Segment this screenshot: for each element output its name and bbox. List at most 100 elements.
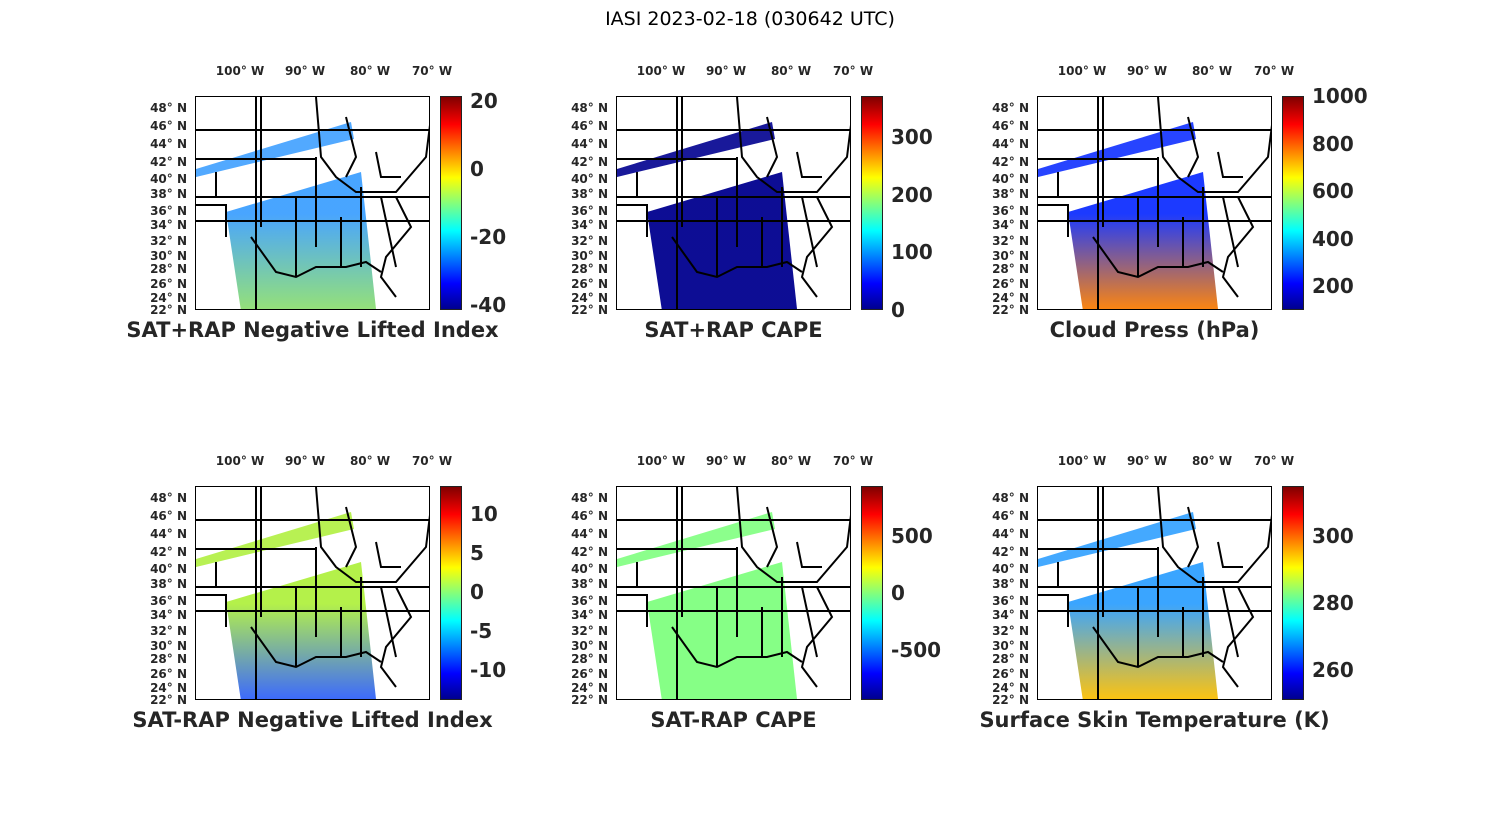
- latitude-label: 34° N: [150, 218, 187, 232]
- latitude-label: 44° N: [571, 527, 608, 541]
- longitude-label: 80° W: [1191, 454, 1233, 468]
- longitude-label: 80° W: [770, 454, 812, 468]
- panel-title: SAT-RAP Negative Lifted Index: [132, 708, 493, 732]
- map-plot-area: [195, 96, 430, 310]
- panel-title: SAT+RAP Negative Lifted Index: [126, 318, 499, 342]
- colorbar-tick-label: 5: [470, 541, 484, 566]
- satellite-swath-main: [1068, 562, 1218, 699]
- latitude-label: 24° N: [150, 681, 187, 695]
- latitude-label: 46° N: [571, 509, 608, 523]
- longitude-label: 80° W: [1191, 64, 1233, 78]
- latitude-label: 38° N: [992, 187, 1029, 201]
- latitude-label: 22° N: [571, 693, 608, 707]
- colorbar-tick-label: -10: [470, 658, 507, 683]
- latitude-label: 46° N: [992, 509, 1029, 523]
- latitude-label: 28° N: [992, 652, 1029, 666]
- latitude-label: 34° N: [992, 608, 1029, 622]
- latitude-label: 26° N: [150, 277, 187, 291]
- latitude-label: 28° N: [571, 262, 608, 276]
- colorbar: [861, 96, 883, 310]
- map-plot-area: [1037, 486, 1272, 700]
- satellite-swath-main: [647, 562, 797, 699]
- satellite-swath-north: [196, 122, 354, 177]
- colorbar-tick-label: 0: [470, 157, 484, 182]
- longitude-label: 90° W: [705, 64, 747, 78]
- colorbar-tick-label: 300: [891, 124, 933, 149]
- colorbar-tick-label: -20: [470, 224, 507, 249]
- longitude-label: 100° W: [636, 64, 686, 78]
- map-panel: 100° W 90° W 80° W 70° W 48° N 46° N 44° N 42° …: [571, 454, 976, 746]
- latitude-label: 38° N: [992, 577, 1029, 591]
- colorbar: [1282, 96, 1304, 310]
- panel-title: SAT-RAP CAPE: [650, 708, 817, 732]
- longitude-label: 70° W: [1253, 454, 1295, 468]
- latitude-label: 26° N: [571, 667, 608, 681]
- colorbar-tick-label: 10: [470, 502, 498, 527]
- latitude-label: 40° N: [992, 172, 1029, 186]
- map-panel: 100° W 90° W 80° W 70° W 48° N 46° N 44° N 42° …: [132, 454, 555, 746]
- longitude-label: 90° W: [1126, 64, 1168, 78]
- latitude-label: 48° N: [571, 491, 608, 505]
- satellite-swath-north: [617, 512, 775, 567]
- colorbar-tick-label: 20: [470, 89, 498, 114]
- latitude-label: 40° N: [571, 172, 608, 186]
- colorbar-tick-label: 500: [891, 524, 933, 549]
- latitude-label: 40° N: [150, 562, 187, 576]
- satellite-swath-main: [647, 172, 797, 309]
- state-borders: [617, 487, 850, 699]
- longitude-label: 90° W: [284, 64, 326, 78]
- map-panel: 100° W 90° W 80° W 70° W 48° N 46° N 44° N 42° …: [992, 64, 1397, 356]
- map-plot-area: [616, 486, 851, 700]
- longitude-label: 90° W: [705, 454, 747, 468]
- latitude-label: 30° N: [992, 639, 1029, 653]
- latitude-label: 32° N: [150, 624, 187, 638]
- colorbar-tick-label: 600: [1312, 179, 1354, 203]
- latitude-label: 26° N: [150, 667, 187, 681]
- colorbar: [440, 486, 462, 700]
- satellite-swath-north: [1038, 512, 1196, 567]
- colorbar: [861, 486, 883, 700]
- latitude-label: 36° N: [992, 204, 1029, 218]
- map-plot-area: [195, 486, 430, 700]
- latitude-label: 48° N: [992, 101, 1029, 115]
- latitude-label: 36° N: [571, 594, 608, 608]
- latitude-label: 30° N: [571, 639, 608, 653]
- colorbar: [440, 96, 462, 310]
- latitude-label: 36° N: [150, 594, 187, 608]
- latitude-label: 26° N: [571, 277, 608, 291]
- latitude-label: 42° N: [992, 545, 1029, 559]
- colorbar-tick-label: -5: [470, 619, 493, 644]
- longitude-label: 80° W: [349, 454, 391, 468]
- latitude-label: 28° N: [150, 652, 187, 666]
- latitude-label: 38° N: [150, 187, 187, 201]
- latitude-label: 40° N: [150, 172, 187, 186]
- state-borders: [1038, 97, 1271, 309]
- latitude-label: 30° N: [150, 249, 187, 263]
- colorbar-tick-label: 280: [1312, 591, 1354, 616]
- latitude-label: 26° N: [992, 277, 1029, 291]
- longitude-label: 70° W: [1253, 64, 1295, 78]
- latitude-label: 42° N: [571, 155, 608, 169]
- colorbar-tick-label: 200: [1312, 274, 1354, 298]
- colorbar-tick-label: -500: [891, 637, 942, 662]
- latitude-label: 42° N: [571, 545, 608, 559]
- latitude-label: 42° N: [150, 155, 187, 169]
- latitude-label: 28° N: [992, 262, 1029, 276]
- colorbar: [1282, 486, 1304, 700]
- latitude-label: 46° N: [150, 509, 187, 523]
- map-panel: 100° W 90° W 80° W 70° W 48° N 46° N 44° N 42° …: [126, 64, 555, 356]
- longitude-label: 90° W: [1126, 454, 1168, 468]
- latitude-label: 44° N: [150, 527, 187, 541]
- latitude-label: 22° N: [150, 693, 187, 707]
- latitude-label: 28° N: [150, 262, 187, 276]
- state-borders: [196, 487, 429, 699]
- map-plot-area: [1037, 96, 1272, 310]
- longitude-label: 90° W: [284, 454, 326, 468]
- satellite-swath-main: [1068, 172, 1218, 309]
- latitude-label: 24° N: [992, 291, 1029, 305]
- latitude-label: 44° N: [150, 137, 187, 151]
- longitude-label: 100° W: [636, 454, 686, 468]
- longitude-label: 80° W: [770, 64, 812, 78]
- latitude-label: 24° N: [992, 681, 1029, 695]
- colorbar-tick-label: 400: [1312, 226, 1354, 251]
